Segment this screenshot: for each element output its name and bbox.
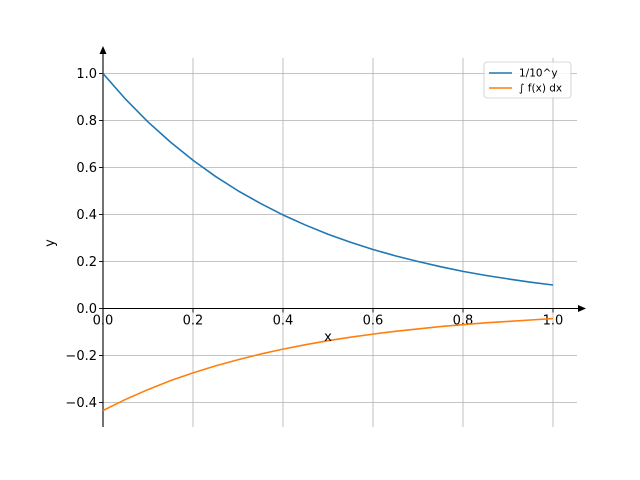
x-tick-label: 0.6 [363, 314, 384, 329]
legend-label: 1/10^y [519, 68, 558, 80]
x-axis-label: x [324, 330, 332, 345]
y-tick-label: 1.0 [76, 67, 97, 82]
x-tick-label: 1.0 [543, 314, 564, 329]
y-tick-label: −0.2 [65, 349, 97, 364]
series-lines [102, 72, 554, 412]
series-line-2 [102, 317, 554, 412]
x-axis-arrow-icon [578, 305, 586, 312]
y-tick-label: 0.4 [76, 208, 97, 223]
ticks: 0.0 0.2 0.4 0.6 0.8 1.0 −0.4 −0.2 0.0 0.2 0.4 0.6 0.… [65, 67, 563, 411]
y-tick-label: 0.6 [76, 161, 97, 176]
axes [99, 46, 586, 427]
y-tick-label: 0.2 [76, 255, 97, 270]
y-axis-arrow-icon [99, 46, 107, 54]
y-tick-label: 0.8 [76, 114, 97, 129]
x-tick-label: 0.0 [93, 314, 114, 329]
x-tick-label: 0.4 [273, 314, 294, 329]
x-tick-label: 0.2 [183, 314, 204, 329]
y-axis-label: y [43, 239, 58, 247]
series-line-1 [102, 72, 554, 286]
legend: 1/10^y ∫ f(x) dx [483, 61, 572, 99]
y-tick-label: −0.4 [65, 396, 97, 411]
grid-lines [102, 58, 577, 427]
x-tick-label: 0.8 [453, 314, 474, 329]
legend-label: ∫ f(x) dx [519, 83, 562, 95]
legend-box [483, 61, 572, 99]
y-tick-label: 0.0 [76, 302, 97, 317]
